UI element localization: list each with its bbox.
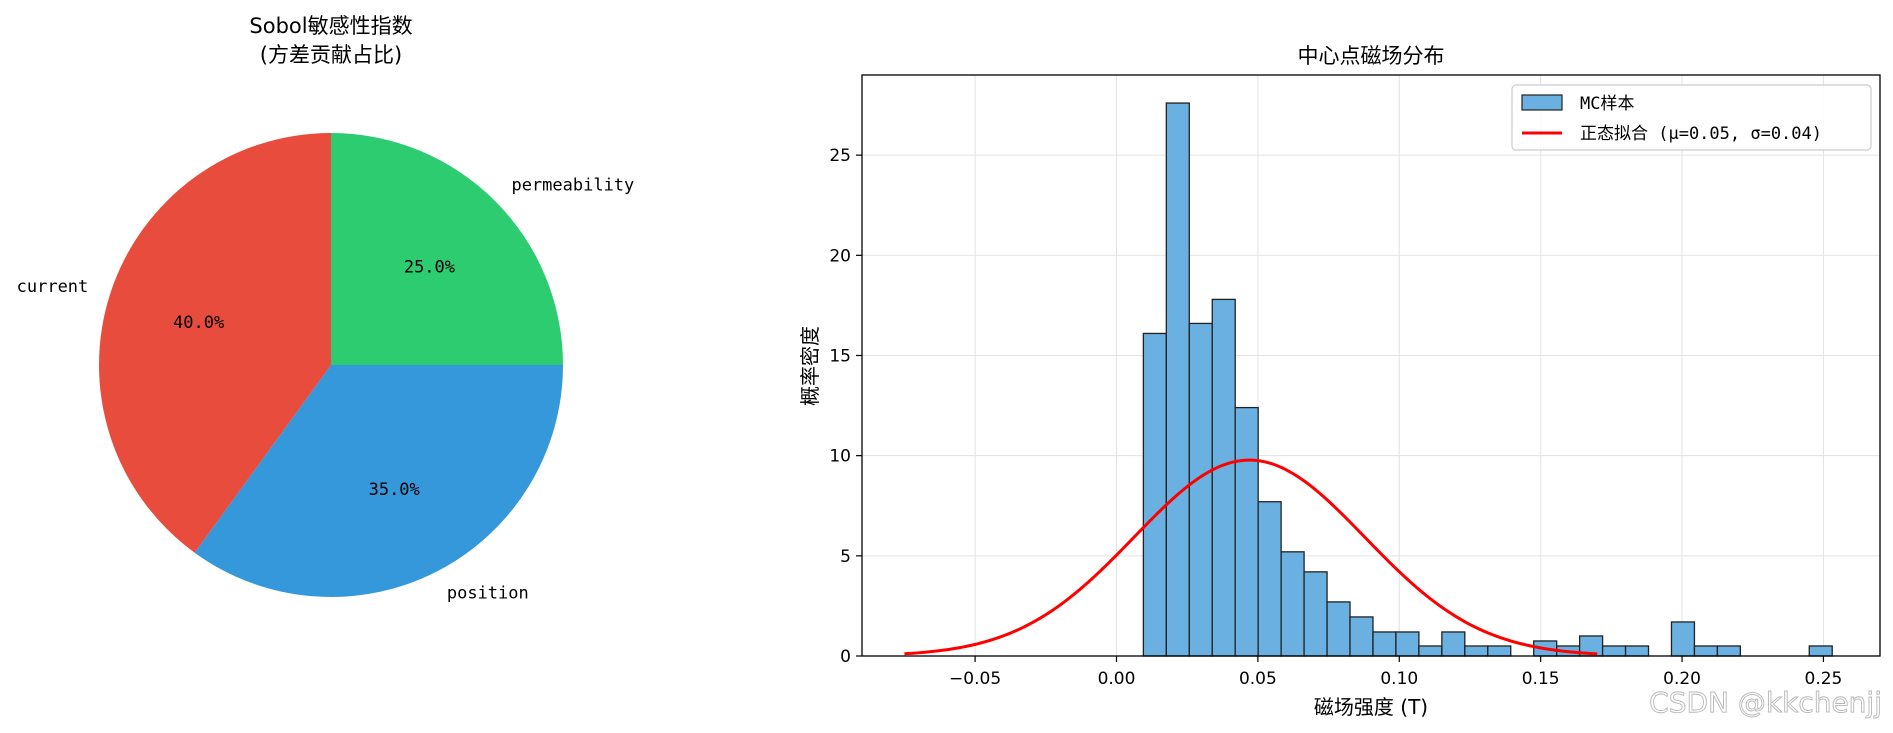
legend-entry-mc: MC样本 [1580, 94, 1634, 114]
pie-pct-label-permeability: 25.0% [404, 258, 455, 278]
x-tick-label: 0.25 [1805, 669, 1843, 689]
hist-bar [1693, 645, 1719, 657]
legend-histogram-swatch [1521, 94, 1563, 111]
hist-bar [1418, 645, 1443, 657]
hist-bar [1234, 406, 1259, 657]
y-tick-label: 25 [829, 146, 851, 166]
hist-bar [1716, 645, 1742, 657]
y-tick-label: 0 [840, 647, 851, 667]
y-tick-label: 10 [829, 447, 851, 467]
grid-lines [862, 75, 1880, 657]
legend-box [1511, 84, 1872, 151]
hist-bar [1211, 298, 1236, 657]
pie-label-current: current [17, 277, 89, 297]
watermark: CSDN @kkchenjj [1649, 686, 1882, 719]
y-tick-label: 5 [840, 547, 851, 567]
hist-title: 中心点磁场分布 [1298, 44, 1445, 68]
x-axis-label: 磁场强度 (T) [1314, 695, 1428, 719]
hist-bar [1808, 645, 1833, 657]
hist-bar [1441, 631, 1466, 657]
hist-bar [1670, 621, 1696, 657]
normal-fit-curve [904, 458, 1598, 656]
pie-label-permeability: permeability [511, 176, 634, 196]
pie-label-position: position [447, 583, 529, 603]
hist-bar [1257, 501, 1282, 657]
pie-title-line2: (方差贡献占比) [260, 43, 402, 67]
pie-slice-permeability [331, 133, 563, 365]
pie-slice-current [98, 133, 331, 553]
x-tick-label: 0.05 [1239, 669, 1277, 689]
x-tick-label: 0.15 [1522, 669, 1560, 689]
legend: MC样本 正态拟合 (μ=0.05, σ=0.04) [1511, 84, 1872, 151]
hist-bar [1326, 601, 1351, 657]
hist-bar [1303, 571, 1328, 657]
histogram-chart: 中心点磁场分布 −0.05 0.00 0.05 0.10 0.15 0.20 0.25 0 5… [798, 44, 1881, 719]
pie-chart: Sobol敏感性指数 (方差贡献占比) 25.0% permeability 35.… [17, 14, 635, 603]
x-tick-label: 0.20 [1663, 669, 1701, 689]
hist-bar [1280, 551, 1305, 657]
x-tick-label: −0.05 [949, 669, 1001, 689]
pie-slice-position [194, 365, 563, 598]
hist-bar [1188, 322, 1213, 657]
hist-bar [1165, 102, 1190, 657]
y-axis-label: 概率密度 [798, 326, 822, 406]
hist-bar [1624, 645, 1650, 657]
plot-frame [861, 74, 1881, 657]
hist-bar [1601, 645, 1627, 657]
pie-title-line1: Sobol敏感性指数 [249, 14, 412, 38]
hist-bar [1487, 645, 1512, 657]
legend-entry-fit: 正态拟合 (μ=0.05, σ=0.04) [1580, 124, 1822, 144]
hist-bar [1464, 645, 1489, 657]
hist-bar [1142, 332, 1167, 657]
hist-bar [1395, 631, 1420, 657]
x-tick-label: 0.00 [1098, 669, 1136, 689]
x-tick-label: 0.10 [1380, 669, 1418, 689]
hist-bar [1349, 616, 1374, 657]
pie-pct-label-position: 35.0% [369, 480, 420, 500]
y-tick-label: 20 [829, 246, 851, 266]
hist-bar [1372, 631, 1397, 657]
pie-pct-label-current: 40.0% [173, 313, 224, 333]
y-tick-label: 15 [829, 346, 851, 366]
